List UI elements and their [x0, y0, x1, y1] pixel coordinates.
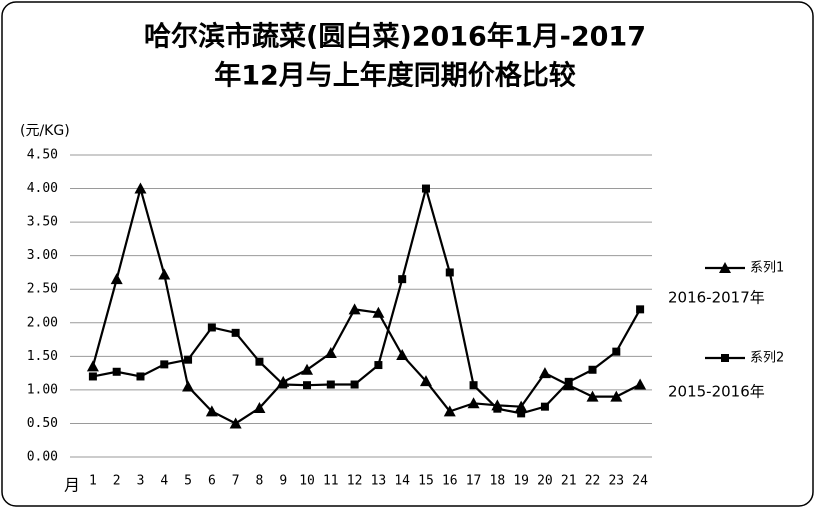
y-axis-label: (元/KG): [20, 123, 70, 139]
x-tick-label: 6: [208, 474, 216, 489]
x-tick-label: 24: [632, 474, 648, 489]
data-point: [588, 365, 597, 374]
y-tick-label: 0.50: [27, 416, 58, 431]
data-point: [612, 347, 621, 356]
y-tick-label: 1.50: [27, 349, 58, 364]
data-point: [467, 397, 480, 409]
data-point: [231, 328, 240, 337]
x-tick-label: 8: [256, 474, 264, 489]
data-point: [229, 417, 242, 429]
data-point: [182, 380, 195, 392]
data-point: [326, 380, 335, 389]
data-point: [636, 305, 645, 314]
chart-title: 哈尔滨市蔬菜(圆白菜)2016年1月-2017: [144, 21, 646, 53]
data-point: [205, 405, 218, 417]
x-tick-label: 3: [137, 474, 145, 489]
legend-marker: [719, 262, 731, 273]
x-tick-label: 5: [184, 474, 192, 489]
x-tick-label: 4: [160, 474, 168, 489]
data-point: [586, 390, 599, 402]
series-annotation: 2015-2016年: [668, 383, 765, 401]
data-point: [136, 372, 145, 381]
data-point: [88, 372, 97, 381]
data-point: [134, 182, 147, 194]
x-tick-label: 13: [371, 474, 387, 489]
x-tick-label: 20: [537, 474, 553, 489]
data-point: [86, 360, 99, 372]
data-point: [540, 402, 549, 411]
data-point: [253, 402, 266, 414]
x-tick-label: 7: [232, 474, 240, 489]
legend-label: 系列1: [750, 261, 784, 276]
data-point: [419, 375, 432, 387]
data-point: [160, 360, 169, 369]
x-tick-label: 18: [490, 474, 506, 489]
data-point: [279, 380, 288, 389]
x-axis-label: 月: [64, 476, 80, 495]
data-point: [443, 405, 456, 417]
data-point: [301, 363, 314, 375]
x-tick-label: 14: [394, 474, 410, 489]
data-point: [421, 184, 430, 193]
x-tick-label: 17: [466, 474, 482, 489]
legend-marker: [721, 354, 729, 362]
data-point: [184, 355, 193, 364]
data-point: [610, 390, 623, 402]
y-tick-label: 2.50: [27, 282, 58, 297]
series-annotation: 2016-2017年: [668, 289, 765, 307]
x-tick-label: 12: [347, 474, 363, 489]
x-tick-label: 10: [299, 474, 315, 489]
data-point: [398, 275, 407, 284]
data-point: [564, 377, 573, 386]
data-point: [158, 268, 171, 280]
x-tick-label: 11: [323, 474, 339, 489]
data-point: [469, 381, 478, 390]
data-point: [538, 367, 551, 379]
data-point: [515, 400, 528, 412]
y-tick-label: 4.00: [27, 181, 58, 196]
data-point: [493, 404, 502, 413]
x-tick-label: 2: [113, 474, 121, 489]
x-tick-label: 9: [279, 474, 287, 489]
x-tick-label: 21: [561, 474, 577, 489]
data-point: [324, 346, 337, 358]
data-point: [255, 357, 264, 366]
legend-label: 系列2: [750, 351, 784, 366]
data-point: [348, 303, 361, 315]
y-tick-label: 0.00: [27, 450, 58, 465]
data-point: [445, 268, 454, 277]
data-point: [110, 273, 123, 285]
x-tick-label: 22: [585, 474, 601, 489]
y-tick-label: 1.00: [27, 382, 58, 397]
data-point: [374, 361, 383, 370]
y-tick-label: 2.00: [27, 315, 58, 330]
chart-title: 年12月与上年度同期价格比较: [214, 60, 576, 92]
x-tick-label: 19: [513, 474, 529, 489]
data-point: [372, 306, 385, 318]
data-point: [303, 381, 312, 390]
data-point: [634, 378, 647, 390]
data-point: [517, 409, 526, 418]
data-point: [207, 323, 216, 332]
data-point: [396, 348, 409, 360]
x-tick-label: 1: [89, 474, 97, 489]
data-point: [112, 367, 121, 376]
data-point: [350, 380, 359, 389]
y-tick-label: 4.50: [27, 148, 58, 163]
x-tick-label: 23: [608, 474, 624, 489]
y-tick-label: 3.50: [27, 215, 58, 230]
x-tick-label: 16: [442, 474, 458, 489]
x-tick-label: 15: [418, 474, 434, 489]
y-tick-label: 3.00: [27, 248, 58, 263]
